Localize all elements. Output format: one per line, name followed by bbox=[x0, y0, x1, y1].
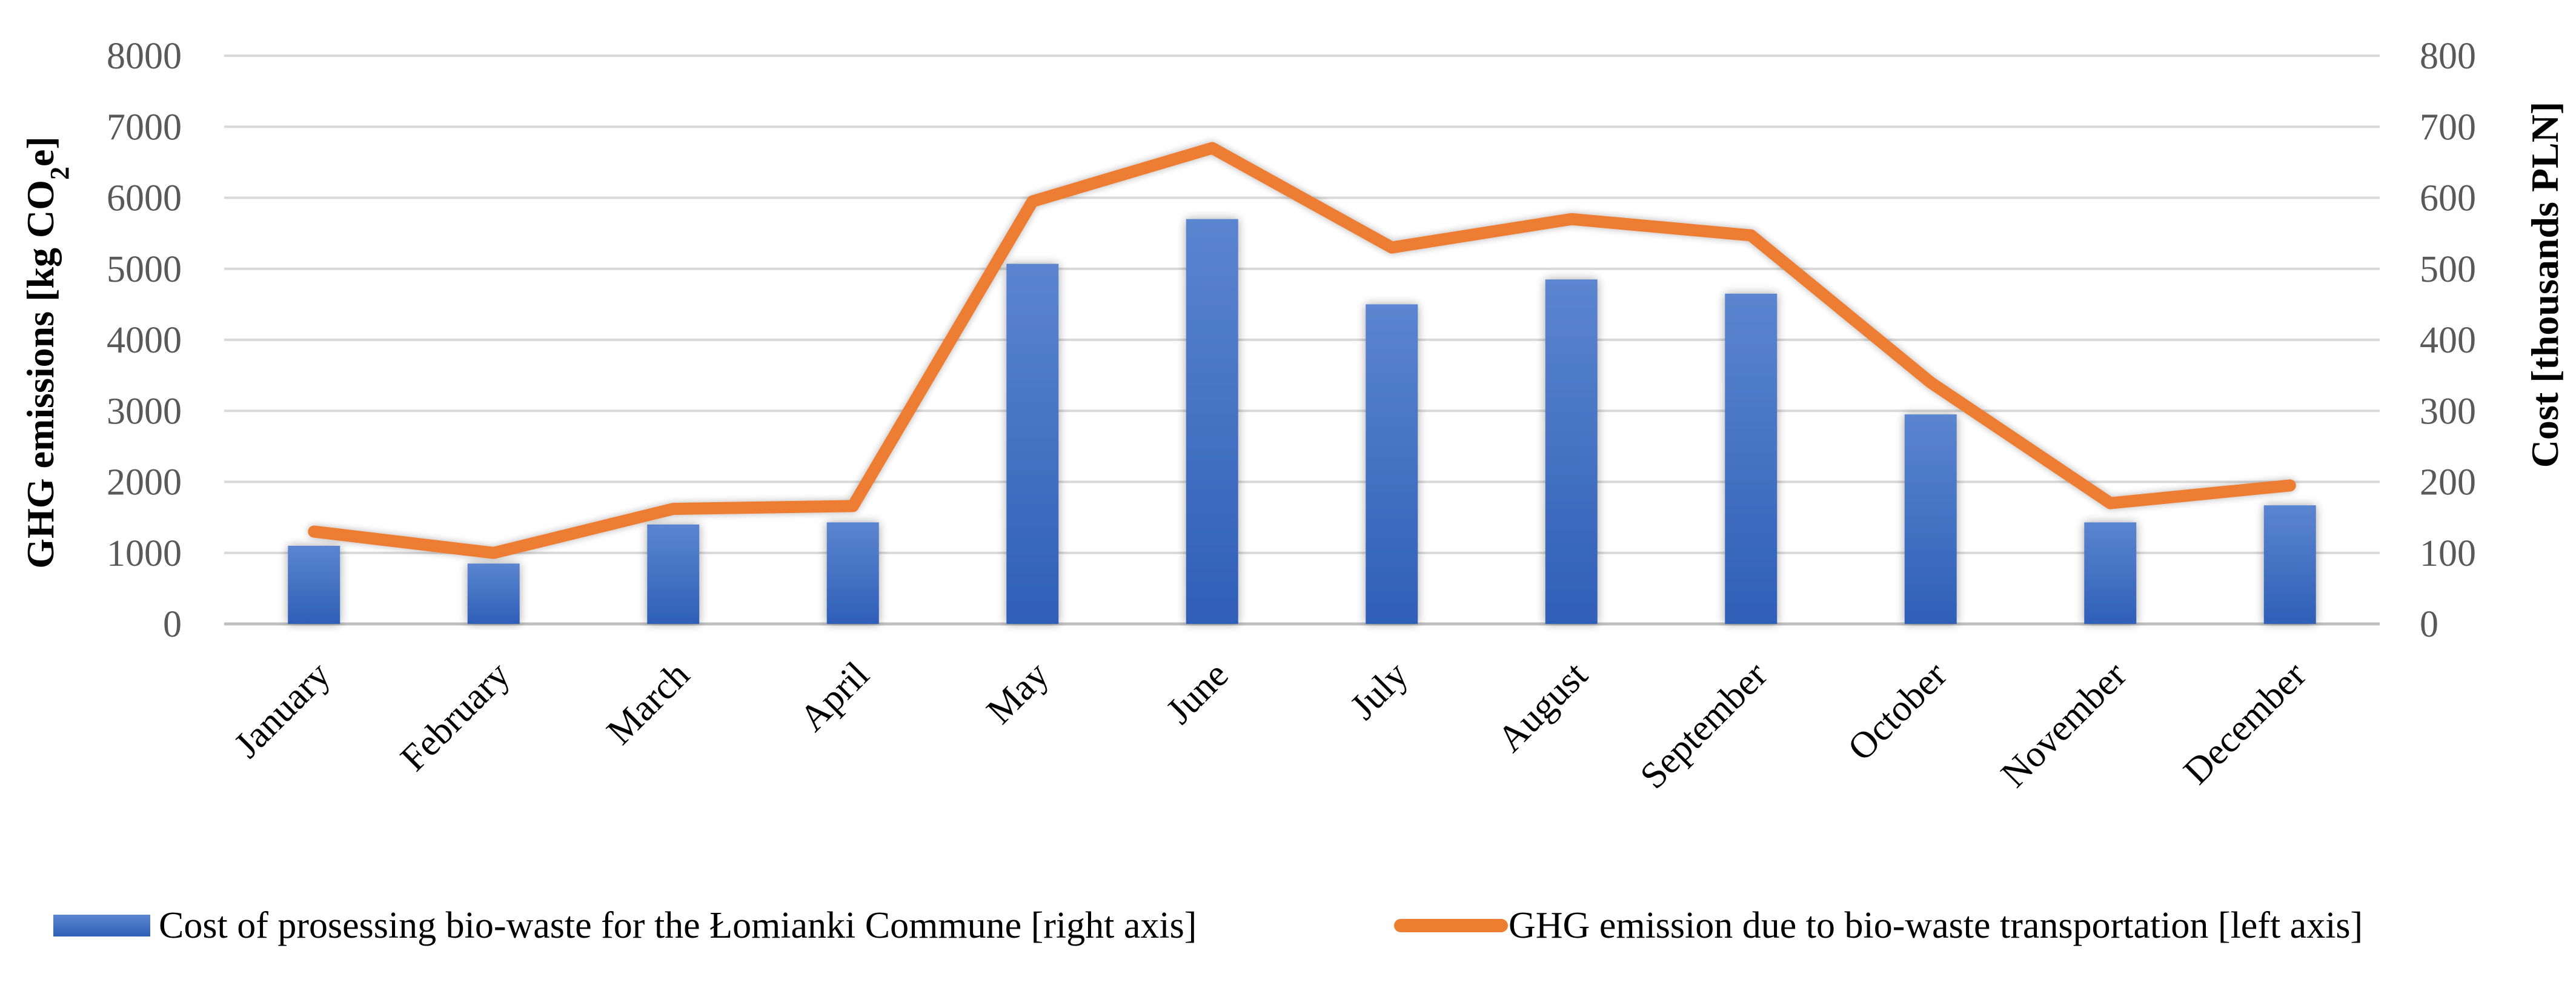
left-tick-label: 6000 bbox=[107, 178, 182, 219]
left-tick-label: 8000 bbox=[107, 36, 182, 77]
left-tick-label: 5000 bbox=[107, 249, 182, 290]
legend: Cost of prosessing bio-waste for the Łom… bbox=[53, 905, 2363, 946]
category-label: May bbox=[979, 654, 1057, 732]
left-tick-label: 2000 bbox=[107, 462, 182, 503]
bar bbox=[826, 522, 879, 624]
legend-bar-swatch bbox=[53, 915, 150, 936]
right-tick-label: 500 bbox=[2420, 249, 2476, 290]
bar bbox=[1186, 219, 1238, 624]
right-tick-label: 700 bbox=[2420, 107, 2476, 148]
right-tick-label: 0 bbox=[2420, 604, 2438, 645]
category-label: February bbox=[393, 654, 517, 779]
category-label: October bbox=[1840, 654, 1955, 769]
category-label: June bbox=[1158, 654, 1236, 732]
bar bbox=[467, 563, 520, 624]
category-label: November bbox=[1993, 654, 2134, 795]
category-labels: January February March April May June July Augu… bbox=[227, 654, 2314, 797]
legend-bar-label: Cost of prosessing bio-waste for the Łom… bbox=[159, 905, 1197, 946]
gridlines bbox=[224, 55, 2380, 626]
bar-series bbox=[288, 219, 2316, 625]
category-label: July bbox=[1343, 654, 1416, 728]
bar bbox=[2263, 505, 2316, 624]
left-axis-title: GHG emissions [kg CO2e] bbox=[19, 136, 75, 569]
bar bbox=[288, 546, 340, 624]
right-axis-ticks: 0 100 200 300 400 500 600 700 800 bbox=[2420, 36, 2476, 645]
right-tick-label: 600 bbox=[2420, 178, 2476, 219]
left-axis-ticks: 0 1000 2000 3000 4000 5000 6000 7000 8000 bbox=[107, 36, 182, 645]
category-label: August bbox=[1490, 654, 1596, 760]
category-label: March bbox=[599, 654, 698, 753]
bar bbox=[647, 524, 700, 624]
right-tick-label: 800 bbox=[2420, 36, 2476, 77]
bar bbox=[1006, 263, 1059, 625]
bar bbox=[2084, 522, 2137, 624]
right-tick-label: 400 bbox=[2420, 320, 2476, 361]
bar bbox=[1904, 414, 1957, 624]
category-label: September bbox=[1633, 654, 1776, 797]
category-label: December bbox=[2176, 654, 2314, 792]
left-tick-label: 4000 bbox=[107, 320, 182, 361]
line-series bbox=[308, 142, 2296, 559]
right-tick-label: 300 bbox=[2420, 391, 2476, 432]
category-label: January bbox=[227, 654, 338, 766]
bar bbox=[1725, 293, 1778, 625]
right-axis-title: Cost [thousands PLN] bbox=[2523, 102, 2566, 468]
bar bbox=[1545, 279, 1598, 624]
legend-line-label: GHG emission due to bio-waste transporta… bbox=[1509, 905, 2363, 946]
emission-line bbox=[308, 142, 2296, 559]
left-tick-label: 7000 bbox=[107, 107, 182, 148]
bar bbox=[1366, 304, 1418, 624]
category-label: April bbox=[792, 654, 877, 740]
left-tick-label: 1000 bbox=[107, 533, 182, 574]
left-tick-label: 0 bbox=[163, 604, 182, 645]
right-tick-label: 200 bbox=[2420, 462, 2476, 503]
right-tick-label: 100 bbox=[2420, 533, 2476, 574]
left-tick-label: 3000 bbox=[107, 391, 182, 432]
